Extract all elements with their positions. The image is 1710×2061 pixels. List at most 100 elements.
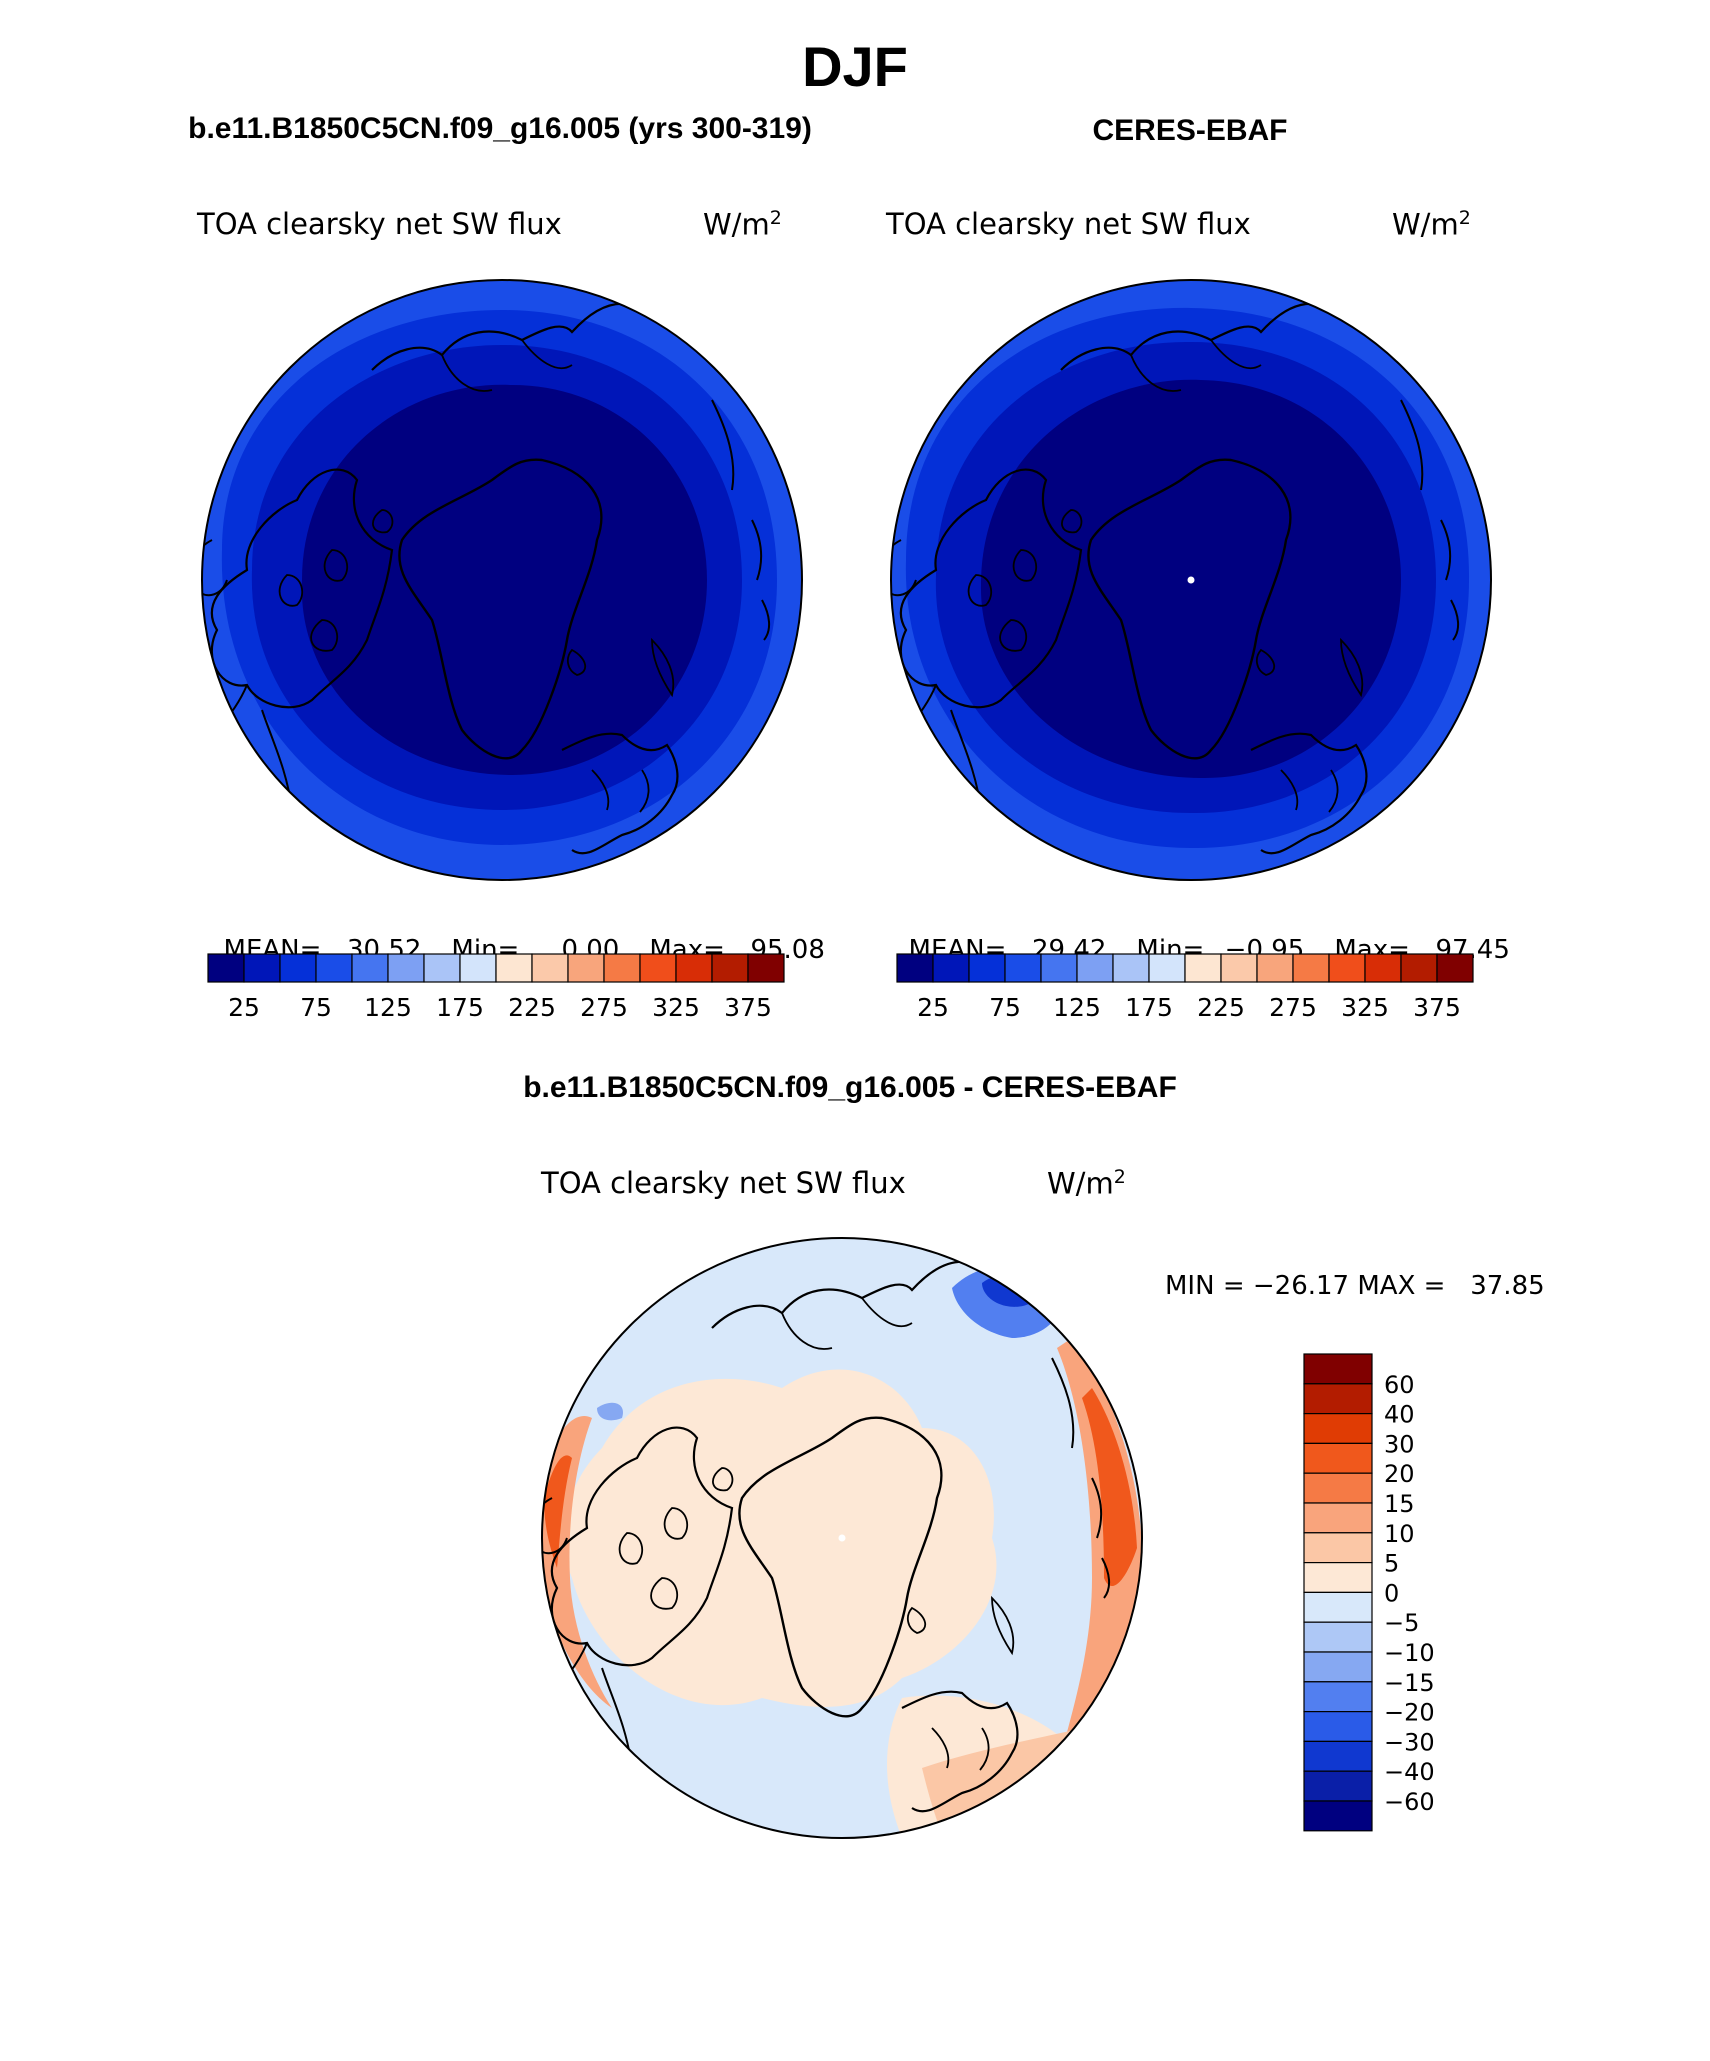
model-colorbar-tick-label: 325 <box>652 993 700 1022</box>
obs-units-label: W/m2 <box>1392 207 1471 242</box>
diff-cold-patch-left <box>597 1402 623 1421</box>
diff-pole-marker <box>838 1534 846 1542</box>
model-units-base: W/m <box>703 207 770 242</box>
diff-colorbar-tick-label: −15 <box>1384 1669 1435 1697</box>
diff-colorbar-tick-label: 10 <box>1384 1520 1415 1548</box>
diff-rim-bottom <box>922 1728 1082 1834</box>
obs-pole-marker <box>1187 576 1195 584</box>
diff-colorbar-cell <box>1303 1711 1373 1743</box>
diff-units-base: W/m <box>1047 1166 1114 1201</box>
diff-colorbar-cell <box>1303 1562 1373 1594</box>
diff-colorbar-cell <box>1303 1412 1373 1444</box>
diff-variable-label: TOA clearsky net SW flux <box>541 1166 906 1200</box>
obs-colorbar-cell <box>1400 953 1438 983</box>
diff-case-title: b.e11.B1850C5CN.f09_g16.005 - CERES-EBAF <box>523 1071 1177 1104</box>
model-colorbar-cell <box>495 953 533 983</box>
obs-colorbar-tick-label: 225 <box>1197 993 1245 1022</box>
model-units-exp: 2 <box>769 207 782 229</box>
obs-colorbar-tick-label: 275 <box>1269 993 1317 1022</box>
obs-units-exp: 2 <box>1458 207 1471 229</box>
diff-colorbar-tick-label: 15 <box>1384 1490 1415 1518</box>
obs-colorbar-cell <box>1292 953 1330 983</box>
model-colorbar-cell <box>279 953 317 983</box>
model-polar-map <box>201 279 803 881</box>
diff-minmax: MIN = −26.17 MAX = 37.85 <box>1165 1271 1545 1301</box>
model-units-label: W/m2 <box>703 207 782 242</box>
diff-colorbar-tick-label: 40 <box>1384 1401 1415 1429</box>
model-colorbar-tick-label: 75 <box>300 993 332 1022</box>
obs-colorbar-cell <box>1076 953 1114 983</box>
model-case-title: b.e11.B1850C5CN.f09_g16.005 (yrs 300-319… <box>188 112 812 145</box>
model-colorbar-tick-label: 125 <box>364 993 412 1022</box>
model-colorbar-tick-label: 275 <box>580 993 628 1022</box>
model-colorbar: 25 75 125 175 225 275 325 375 <box>207 953 785 1022</box>
diff-colorbar-tick-label: 0 <box>1384 1579 1399 1607</box>
obs-colorbar-cell <box>968 953 1006 983</box>
obs-colorbar-cell <box>1040 953 1078 983</box>
obs-colorbar: 25 75 125 175 225 275 325 375 <box>896 953 1474 1022</box>
model-colorbar-cell <box>711 953 749 983</box>
obs-units-base: W/m <box>1392 207 1459 242</box>
obs-colorbar-cell <box>896 953 934 983</box>
model-colorbar-cell <box>567 953 605 983</box>
diff-units-label: W/m2 <box>1047 1166 1126 1201</box>
obs-colorbar-cell <box>1112 953 1150 983</box>
diff-polar-map <box>541 1237 1143 1839</box>
obs-colorbar-cell <box>1184 953 1222 983</box>
diff-colorbar-cell <box>1303 1442 1373 1474</box>
diff-colorbar-cell <box>1303 1740 1373 1772</box>
model-colorbar-cell <box>423 953 461 983</box>
diff-colorbar-tick-label: −30 <box>1384 1728 1435 1756</box>
model-colorbar-tick-label: 375 <box>724 993 772 1022</box>
obs-colorbar-cell <box>1220 953 1258 983</box>
model-colorbar-cell <box>243 953 281 983</box>
model-colorbar-cell <box>531 953 569 983</box>
diff-colorbar-cell <box>1303 1621 1373 1653</box>
diff-rim-right-core <box>1082 1388 1137 1587</box>
page-title: DJF <box>802 35 908 98</box>
obs-colorbar-cell <box>1436 953 1474 983</box>
diff-region-pos5 <box>563 1369 997 1707</box>
model-colorbar-cell <box>459 953 497 983</box>
obs-colorbar-cell <box>1256 953 1294 983</box>
diff-colorbar-cell <box>1303 1383 1373 1415</box>
obs-colorbar-tick-label: 325 <box>1341 993 1389 1022</box>
diff-colorbar-cell <box>1303 1502 1373 1534</box>
obs-colorbar-cell <box>1148 953 1186 983</box>
diff-colorbar-cell <box>1303 1770 1373 1802</box>
diff-rim-left-core <box>544 1455 572 1568</box>
diff-units-exp: 2 <box>1113 1166 1126 1188</box>
model-colorbar-cell <box>675 953 713 983</box>
model-colorbar-cell <box>603 953 641 983</box>
diff-colorbar-tick-label: −40 <box>1384 1758 1435 1786</box>
diff-colorbar-tick-label: 20 <box>1384 1460 1415 1488</box>
obs-case-title: CERES-EBAF <box>1092 114 1288 147</box>
diff-colorbar-tick-label: −20 <box>1384 1699 1435 1727</box>
obs-polar-map <box>890 279 1492 881</box>
model-colorbar-cell <box>747 953 785 983</box>
model-colorbar-cell <box>639 953 677 983</box>
obs-colorbar-cell <box>1004 953 1042 983</box>
model-variable-label: TOA clearsky net SW flux <box>197 207 562 241</box>
diff-colorbar-tick-label: −10 <box>1384 1639 1435 1667</box>
model-colorbar-tick-label: 225 <box>508 993 556 1022</box>
diff-colorbar-cell <box>1303 1532 1373 1564</box>
diff-colorbar-cell <box>1303 1681 1373 1713</box>
obs-colorbar-tick-label: 375 <box>1413 993 1461 1022</box>
obs-colorbar-tick-label: 75 <box>989 993 1021 1022</box>
obs-colorbar-cell <box>1364 953 1402 983</box>
obs-colorbar-tick-label: 125 <box>1053 993 1101 1022</box>
model-colorbar-tick-label: 175 <box>436 993 484 1022</box>
diff-colorbar-cell <box>1303 1353 1373 1385</box>
diff-colorbar-cell <box>1303 1800 1373 1832</box>
model-band-25 <box>301 384 707 775</box>
diff-colorbar-tick-label: 30 <box>1384 1430 1415 1458</box>
obs-colorbar-cell <box>932 953 970 983</box>
diff-colorbar-cell <box>1303 1472 1373 1504</box>
model-colorbar-cell <box>351 953 389 983</box>
diff-colorbar-tick-label: 5 <box>1384 1550 1399 1578</box>
diff-colorbar-cell <box>1303 1591 1373 1623</box>
diff-colorbar-tick-label: 60 <box>1384 1371 1415 1399</box>
diff-colorbar-tick-label: −60 <box>1384 1788 1435 1816</box>
